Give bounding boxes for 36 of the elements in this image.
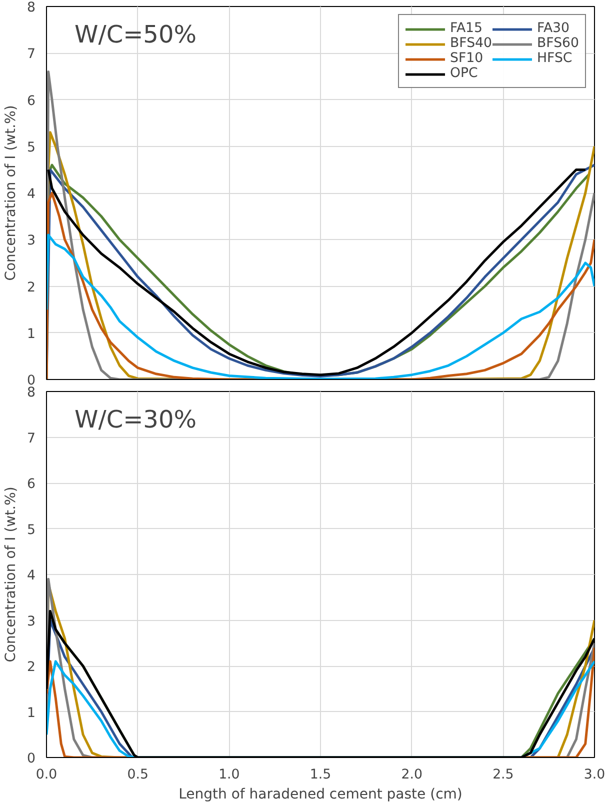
- legend-label: SF10: [450, 51, 484, 66]
- text: W/C=50%: [74, 20, 197, 48]
- legend-label: BFS40: [450, 36, 492, 51]
- x-tick-label: 0.0: [36, 768, 58, 782]
- legend-label: OPC: [450, 66, 478, 81]
- y-tick-label: 1: [27, 326, 36, 342]
- text: W/C=30%: [74, 406, 197, 434]
- legend-label: BFS60: [537, 36, 579, 51]
- y-tick-label: 4: [27, 187, 36, 202]
- legend-label: HFSC: [537, 51, 572, 66]
- x-tick-label: 1.5: [310, 768, 332, 782]
- y-tick-label: 6: [27, 477, 36, 492]
- x-tick-label: 0.5: [127, 768, 148, 782]
- y-tick-label: 5: [27, 140, 36, 156]
- y-tick-label: 4: [27, 568, 36, 584]
- x-tick-label: 2.5: [492, 768, 514, 782]
- y-tick-label: 5: [27, 522, 36, 538]
- y-axis-title: Concentration of I (wt.%): [3, 486, 20, 662]
- legend-label: FA30: [537, 21, 570, 36]
- x-axis-title: Length of haradened cement paste (cm): [178, 786, 462, 802]
- y-axis-title: Concentration of I (wt.%): [3, 105, 20, 281]
- y-tick-label: 2: [27, 280, 36, 296]
- y-tick-label: 1: [27, 706, 36, 721]
- x-tick-label: 2.0: [401, 768, 422, 782]
- y-tick-label: 6: [27, 94, 36, 109]
- y-tick-label: 8: [27, 386, 36, 400]
- y-tick-label: 3: [27, 234, 36, 249]
- y-tick-label: 2: [27, 660, 36, 675]
- y-tick-label: 8: [27, 0, 36, 16]
- x-tick-label: 1.0: [218, 768, 240, 782]
- legend-label: FA15: [450, 21, 483, 36]
- y-tick-label: 7: [27, 431, 36, 446]
- x-tick-label: 3.0: [584, 768, 606, 782]
- y-tick-label: 7: [27, 47, 36, 62]
- y-tick-label: 0: [27, 752, 36, 766]
- y-tick-label: 3: [27, 614, 36, 630]
